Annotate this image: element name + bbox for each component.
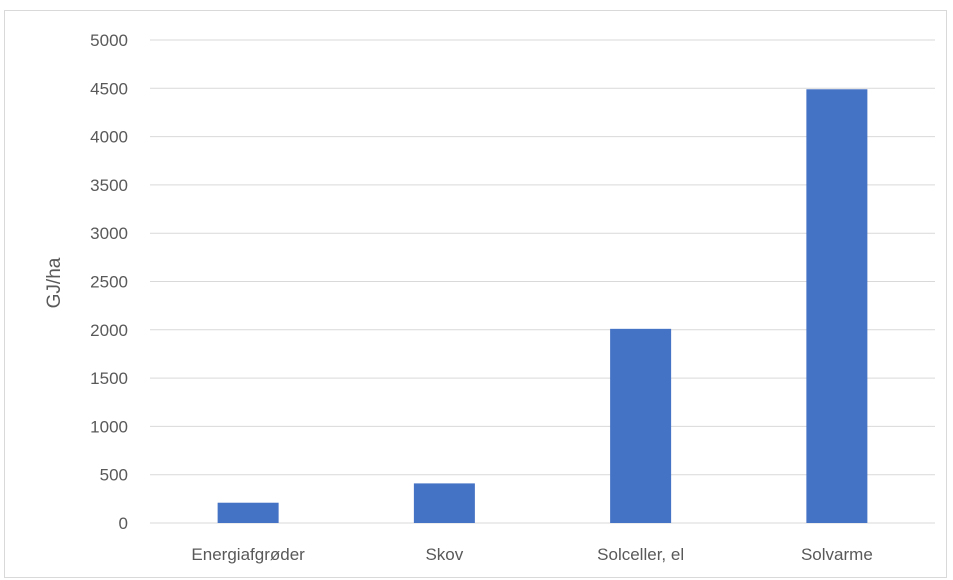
y-tick-label: 2500 — [90, 273, 128, 292]
gridlines — [150, 39, 935, 524]
y-axis-ticks: 0 500 1000 1500 2000 2500 3000 3500 4000 4500 5000 — [90, 31, 128, 533]
y-tick-label: 4500 — [90, 79, 128, 98]
y-tick-label: 3000 — [90, 224, 128, 243]
x-axis-ticks: Energiafgrøder Skov Solceller, el Solvarme — [191, 545, 872, 564]
x-tick-label: Energiafgrøder — [191, 545, 305, 564]
y-tick-label: 1500 — [90, 369, 128, 388]
y-tick-label: 5000 — [90, 31, 128, 50]
y-tick-label: 500 — [100, 466, 128, 485]
chart-frame — [4, 10, 947, 578]
bar — [806, 89, 868, 524]
x-tick-label: Skov — [425, 545, 463, 564]
x-tick-label: Solvarme — [801, 545, 873, 564]
y-tick-label: 4000 — [90, 128, 128, 147]
y-tick-label: 2000 — [90, 321, 128, 340]
y-tick-label: 3500 — [90, 176, 128, 195]
bar — [413, 483, 475, 523]
y-tick-label: 1000 — [90, 417, 128, 436]
y-tick-label: 0 — [119, 514, 128, 533]
bar — [610, 328, 672, 523]
bars — [217, 89, 868, 524]
x-tick-label: Solceller, el — [597, 545, 684, 564]
bar — [217, 502, 279, 523]
y-axis-title: GJ/ha — [44, 257, 65, 308]
